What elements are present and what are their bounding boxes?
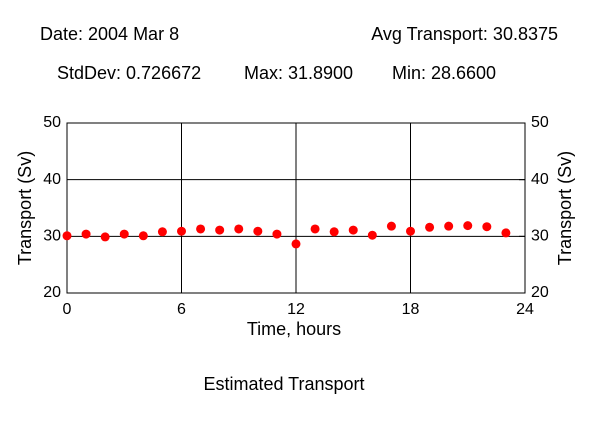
y2-tick-label: 40 — [531, 171, 549, 188]
x-tick-label: 12 — [287, 301, 305, 318]
data-point — [406, 226, 415, 236]
data-point — [234, 224, 244, 234]
data-point — [386, 221, 396, 231]
data-point — [81, 229, 91, 239]
data-point — [100, 232, 110, 242]
data-point — [482, 222, 492, 232]
data-point — [157, 227, 167, 237]
plot-border — [66, 122, 526, 294]
y2-axis-label: Transport (Sv) — [555, 151, 575, 265]
y2-tick-label: 50 — [531, 114, 549, 131]
y2-tick-label: 30 — [531, 228, 549, 245]
x-axis-label: Time, hours — [247, 319, 341, 339]
data-point — [501, 228, 511, 238]
data-point — [138, 231, 148, 241]
y2-tick-label: 20 — [531, 284, 549, 301]
x-tick-label: 0 — [63, 301, 72, 318]
data-point — [329, 227, 339, 237]
data-point — [367, 230, 377, 240]
data-point — [62, 231, 72, 241]
x-tick-label: 6 — [177, 301, 186, 318]
annotation: Date: 2004 Mar 8 — [40, 24, 179, 44]
x-tick-label: 24 — [516, 301, 534, 318]
data-point — [119, 229, 129, 239]
data-point — [253, 226, 263, 236]
y-tick-label: 30 — [43, 228, 61, 245]
data-point — [196, 224, 206, 234]
data-point — [215, 225, 225, 235]
data-point — [348, 225, 358, 235]
chart-title: Estimated Transport — [203, 374, 364, 394]
data-point — [272, 229, 282, 239]
y-tick-label: 50 — [43, 114, 61, 131]
y-axis-label: Transport (Sv) — [15, 151, 35, 265]
data-point — [310, 224, 320, 234]
data-point — [463, 221, 473, 231]
annotation: Avg Transport: 30.8375 — [371, 24, 558, 44]
y-tick-label: 20 — [43, 284, 61, 301]
annotation: Min: 28.6600 — [392, 63, 496, 83]
data-point — [291, 239, 301, 249]
annotation: Max: 31.8900 — [244, 63, 353, 83]
x-tick-label: 18 — [402, 301, 420, 318]
data-point — [177, 226, 186, 236]
annotation: StdDev: 0.726672 — [57, 63, 201, 83]
data-point — [425, 222, 435, 232]
data-point — [444, 221, 454, 231]
y-tick-label: 40 — [43, 171, 61, 188]
